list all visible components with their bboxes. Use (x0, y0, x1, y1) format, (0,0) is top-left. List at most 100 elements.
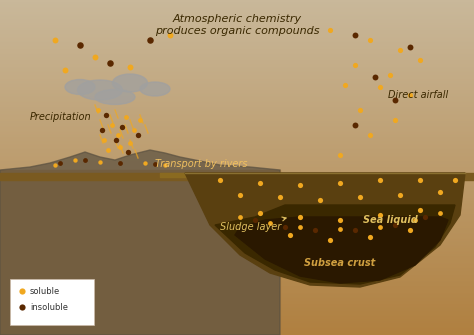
Text: Subsea crust: Subsea crust (304, 258, 375, 268)
Point (371, 197, 379, 203)
Point (306, 187, 314, 193)
Point (436, 210, 444, 216)
Point (102, 112, 110, 118)
Ellipse shape (140, 82, 170, 96)
Point (296, 224, 304, 230)
Point (396, 47, 404, 53)
Point (146, 37, 154, 43)
Point (311, 227, 319, 233)
Point (112, 137, 120, 143)
Point (100, 137, 108, 143)
Point (416, 177, 424, 183)
Point (386, 182, 394, 188)
Point (376, 212, 384, 218)
Point (76, 42, 84, 48)
FancyBboxPatch shape (10, 279, 94, 325)
Point (451, 177, 459, 183)
Point (366, 37, 374, 43)
Point (416, 207, 424, 213)
Point (251, 196, 259, 202)
Polygon shape (185, 173, 465, 287)
Point (406, 92, 414, 98)
Point (122, 114, 130, 120)
Ellipse shape (95, 89, 135, 105)
Point (366, 234, 374, 240)
Point (116, 144, 124, 150)
Polygon shape (0, 150, 280, 335)
Point (356, 107, 364, 113)
Point (124, 149, 132, 155)
Point (256, 180, 264, 186)
Point (141, 160, 149, 166)
Point (351, 227, 359, 233)
Point (134, 132, 142, 138)
Polygon shape (235, 217, 448, 283)
Point (341, 82, 349, 88)
Point (396, 192, 404, 198)
Point (256, 210, 264, 216)
Point (18, 304, 26, 310)
Point (336, 226, 344, 232)
Point (356, 194, 364, 200)
Point (336, 152, 344, 158)
Point (411, 217, 419, 223)
Point (421, 214, 429, 220)
Point (436, 189, 444, 195)
Point (376, 177, 384, 183)
Point (326, 237, 334, 243)
Point (371, 74, 379, 80)
Point (266, 184, 274, 190)
Point (326, 27, 334, 33)
Point (296, 214, 304, 220)
Point (56, 160, 64, 166)
Point (391, 222, 399, 228)
Point (61, 67, 69, 73)
Point (116, 160, 124, 166)
Ellipse shape (78, 80, 122, 100)
Point (104, 147, 112, 153)
Text: soluble: soluble (30, 286, 60, 295)
Point (71, 157, 79, 163)
Point (291, 200, 299, 206)
Point (51, 162, 59, 168)
Text: Direct airfall: Direct airfall (388, 90, 448, 100)
Point (286, 232, 294, 238)
Text: Sea liquid: Sea liquid (363, 215, 418, 225)
Point (336, 180, 344, 186)
Text: Atmospheric chemistry
produces organic compounds: Atmospheric chemistry produces organic c… (155, 14, 319, 36)
Point (81, 157, 89, 163)
Point (336, 217, 344, 223)
Text: Transport by rivers: Transport by rivers (155, 159, 247, 169)
Point (161, 162, 169, 168)
Point (251, 217, 259, 223)
Point (106, 60, 114, 66)
Point (236, 214, 244, 220)
Point (281, 224, 289, 230)
Text: Sludge layer: Sludge layer (220, 217, 286, 232)
Point (351, 32, 359, 38)
Point (118, 124, 126, 130)
Point (376, 224, 384, 230)
Point (386, 72, 394, 78)
Text: Precipitation: Precipitation (30, 112, 91, 122)
Point (51, 37, 59, 43)
Text: insoluble: insoluble (30, 303, 68, 312)
Point (96, 159, 104, 165)
Point (351, 122, 359, 128)
Point (166, 32, 174, 38)
Ellipse shape (112, 74, 147, 92)
Point (236, 192, 244, 198)
Point (126, 140, 134, 146)
Point (18, 288, 26, 294)
Point (331, 202, 339, 208)
Point (346, 184, 354, 190)
Point (316, 197, 324, 203)
Polygon shape (215, 205, 455, 284)
Point (366, 132, 374, 138)
Point (416, 57, 424, 63)
Point (136, 117, 144, 123)
Point (98, 127, 106, 133)
Point (296, 182, 304, 188)
Point (114, 132, 122, 138)
Point (406, 227, 414, 233)
